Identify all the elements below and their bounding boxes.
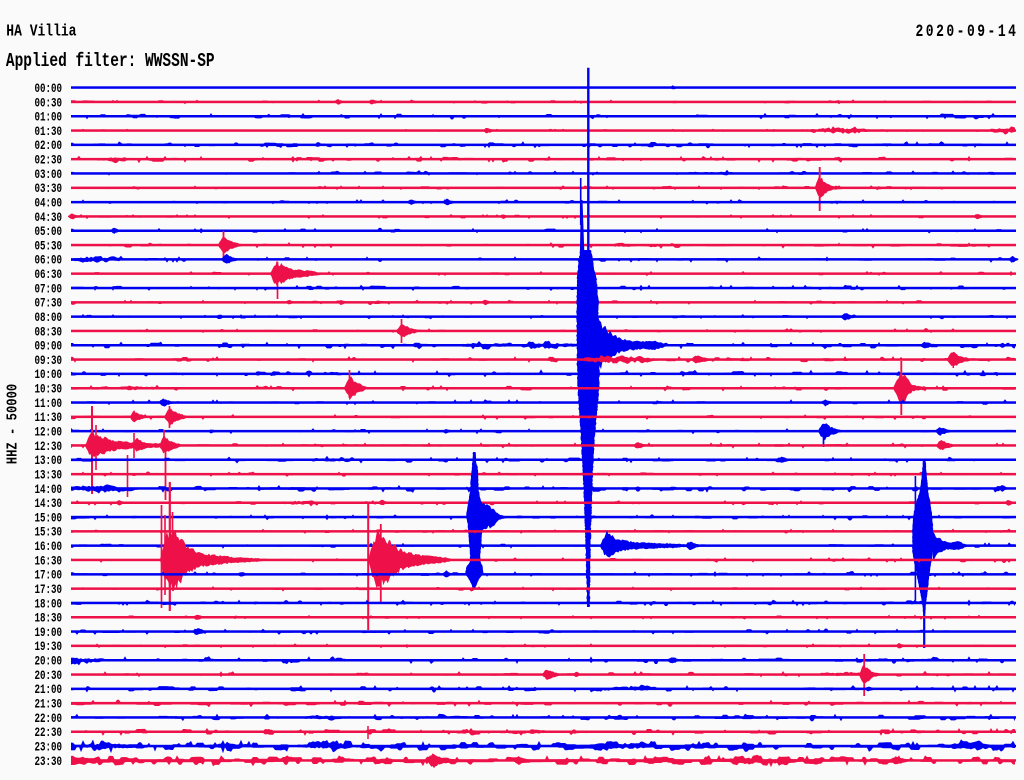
svg-text:05:00: 05:00 — [34, 225, 62, 240]
svg-text:03:30: 03:30 — [34, 182, 62, 197]
svg-text:08:30: 08:30 — [34, 325, 62, 340]
svg-text:07:30: 07:30 — [34, 296, 62, 311]
svg-text:01:00: 01:00 — [34, 110, 62, 125]
svg-text:15:00: 15:00 — [34, 511, 62, 526]
svg-text:12:00: 12:00 — [34, 425, 62, 440]
svg-text:21:30: 21:30 — [34, 697, 62, 712]
svg-text:16:00: 16:00 — [34, 540, 62, 555]
svg-text:18:00: 18:00 — [34, 597, 62, 612]
svg-text:HA Villia: HA Villia — [6, 23, 76, 41]
svg-text:HHZ - 50000: HHZ - 50000 — [6, 384, 22, 464]
svg-text:09:00: 09:00 — [34, 339, 62, 354]
svg-text:Applied filter: WWSSN-SP: Applied filter: WWSSN-SP — [6, 51, 215, 72]
svg-text:14:30: 14:30 — [34, 497, 62, 512]
svg-text:13:30: 13:30 — [34, 468, 62, 483]
svg-text:16:30: 16:30 — [34, 554, 62, 569]
svg-text:00:30: 00:30 — [34, 96, 62, 111]
svg-text:21:00: 21:00 — [34, 683, 62, 698]
svg-text:23:00: 23:00 — [34, 740, 62, 755]
svg-text:15:30: 15:30 — [34, 525, 62, 540]
svg-text:22:00: 22:00 — [34, 711, 62, 726]
svg-text:11:30: 11:30 — [34, 411, 62, 426]
svg-text:07:00: 07:00 — [34, 282, 62, 297]
svg-text:04:30: 04:30 — [34, 210, 62, 225]
svg-text:20:00: 20:00 — [34, 654, 62, 669]
svg-text:02:00: 02:00 — [34, 139, 62, 154]
svg-text:17:30: 17:30 — [34, 583, 62, 598]
svg-text:01:30: 01:30 — [34, 124, 62, 139]
svg-text:20:30: 20:30 — [34, 668, 62, 683]
svg-text:23:30: 23:30 — [34, 754, 62, 769]
svg-text:18:30: 18:30 — [34, 611, 62, 626]
svg-text:06:00: 06:00 — [34, 253, 62, 268]
svg-text:06:30: 06:30 — [34, 268, 62, 283]
svg-text:14:00: 14:00 — [34, 482, 62, 497]
svg-text:10:30: 10:30 — [34, 382, 62, 397]
svg-text:04:00: 04:00 — [34, 196, 62, 211]
svg-text:11:00: 11:00 — [34, 396, 62, 411]
svg-text:02:30: 02:30 — [34, 153, 62, 168]
svg-text:12:30: 12:30 — [34, 439, 62, 454]
svg-text:09:30: 09:30 — [34, 353, 62, 368]
svg-text:19:00: 19:00 — [34, 625, 62, 640]
svg-text:19:30: 19:30 — [34, 640, 62, 655]
svg-text:2020-09-14: 2020-09-14 — [916, 21, 1019, 41]
svg-text:03:00: 03:00 — [34, 167, 62, 182]
svg-text:13:00: 13:00 — [34, 454, 62, 469]
svg-text:10:00: 10:00 — [34, 368, 62, 383]
svg-text:05:30: 05:30 — [34, 239, 62, 254]
svg-text:17:00: 17:00 — [34, 568, 62, 583]
svg-text:08:00: 08:00 — [34, 311, 62, 326]
svg-text:22:30: 22:30 — [34, 726, 62, 741]
svg-text:00:00: 00:00 — [34, 81, 62, 96]
